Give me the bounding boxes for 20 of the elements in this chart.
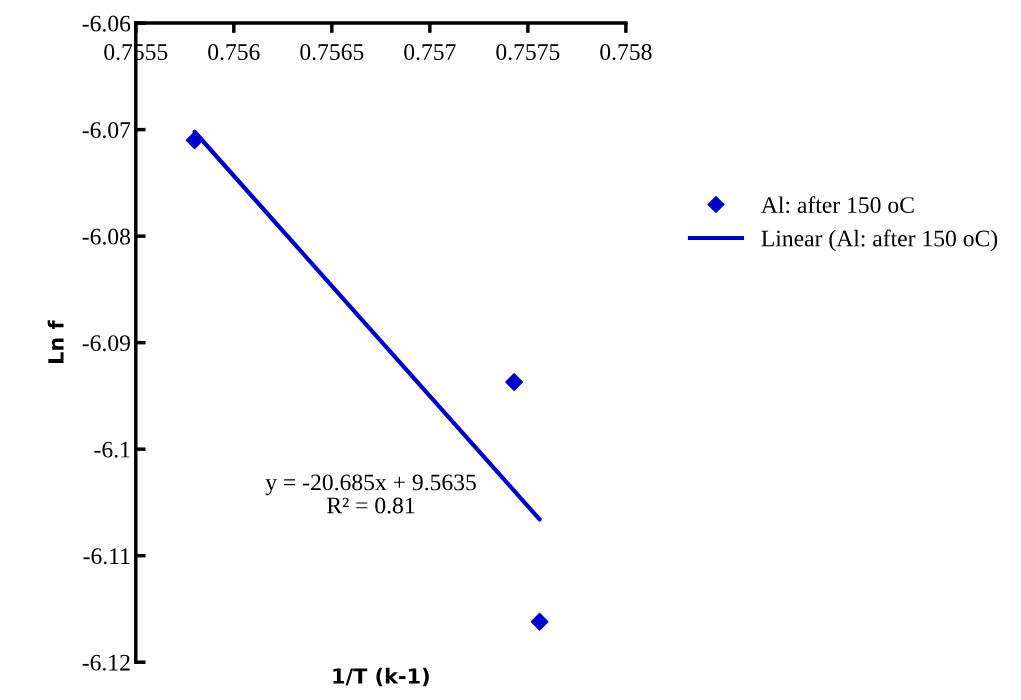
- y-tick-label: -6.06: [82, 15, 131, 32]
- y-tick-label: -6.12: [82, 654, 130, 671]
- point: [505, 373, 524, 391]
- x-tick-label: 0.758: [600, 44, 652, 61]
- y-tick-label: -6.11: [83, 548, 130, 565]
- y-tick-label: -6.07: [82, 122, 131, 139]
- x-tick-label: 0.7575: [496, 44, 560, 61]
- x-tick-label: 0.756: [208, 44, 260, 61]
- y-tick-label: -6.1: [94, 441, 130, 458]
- point: [185, 131, 204, 150]
- x-tick-label: 0.757: [404, 44, 456, 61]
- legend-label: Linear (Al: after 150 oC): [761, 229, 998, 252]
- x-axis-title: 1/T (k-1): [333, 667, 429, 687]
- y-tick-label: -6.09: [82, 335, 130, 352]
- annotation: y = -20.685x + 9.5635 R² = 0.81: [265, 474, 476, 514]
- legend-label: Al: after 150 oC: [761, 196, 914, 214]
- x-tick-label: 0.7565: [300, 44, 364, 61]
- point: [530, 612, 549, 631]
- y-tick-label: -6.08: [82, 228, 131, 245]
- y-axis-title: Ln f: [47, 320, 64, 363]
